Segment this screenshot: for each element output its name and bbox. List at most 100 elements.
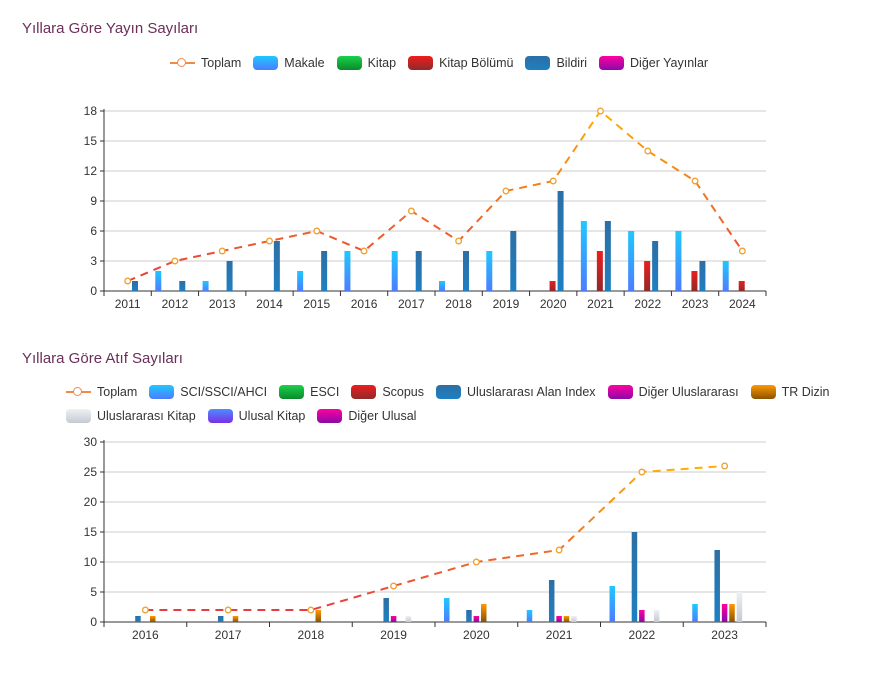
legend-swatch-icon: [408, 56, 434, 70]
bar-makale[interactable]: [155, 271, 162, 291]
legend-swatch-icon: [149, 385, 175, 399]
line-point-toplam[interactable]: [691, 177, 699, 185]
bar-bildiri[interactable]: [132, 281, 138, 291]
bar-makale[interactable]: [580, 221, 587, 291]
legend-label: TR Dizin: [781, 385, 830, 399]
legend-label: Uluslararası Alan Index: [467, 385, 596, 399]
chart-title: Yıllara Göre Atıf Sayıları: [22, 350, 183, 367]
bar-kitap-bolumu[interactable]: [738, 281, 745, 291]
x-tick-label: 2017: [398, 297, 425, 311]
line-toplam: [127, 109, 744, 282]
legend-item-uluslararasi-alan-index[interactable]: Uluslararası Alan Index: [436, 385, 596, 399]
legend-item-diger-uluslararasi[interactable]: Diğer Uluslararası: [607, 385, 739, 399]
legend-label: Bildiri: [556, 56, 588, 70]
legend-item-kitap[interactable]: Kitap: [336, 56, 397, 70]
bar-makale[interactable]: [202, 281, 209, 291]
bar-bildiri[interactable]: [463, 251, 469, 291]
bar-bildiri[interactable]: [604, 221, 611, 291]
line-point-toplam[interactable]: [171, 257, 179, 265]
legend-label: SCI/SSCI/AHCI: [180, 385, 268, 399]
legend-label: Kitap Bölümü: [439, 56, 514, 70]
bar-makale[interactable]: [486, 251, 493, 291]
x-tick-label: 2014: [256, 297, 283, 311]
bar-makale[interactable]: [297, 271, 304, 291]
line-point-toplam[interactable]: [597, 107, 604, 115]
line-point-toplam[interactable]: [360, 247, 368, 255]
legend-label: Ulusal Kitap: [238, 409, 306, 423]
legend-item-uluslararasi-kitap[interactable]: Uluslararası Kitap: [66, 409, 196, 423]
bar-makale[interactable]: [628, 231, 635, 291]
y-tick-label: 18: [84, 104, 98, 118]
x-tick-label: 2021: [587, 297, 614, 311]
x-tick-label: 2020: [540, 297, 567, 311]
legend-swatch-icon: [336, 56, 362, 70]
legend-item-sci-ssci-ahci[interactable]: SCI/SSCI/AHCI: [149, 385, 267, 399]
line-point-toplam[interactable]: [218, 247, 226, 255]
citations-legend: Toplam SCI/SSCI/AHCI ESCI Scopus Uluslararas…: [66, 381, 842, 403]
legend-item-esci[interactable]: ESCI: [279, 385, 339, 399]
bar-kitap-bolumu[interactable]: [691, 271, 698, 291]
legend-item-diger-yayinlar[interactable]: Diğer Yayınlar: [599, 56, 708, 70]
legend-item-scopus[interactable]: Scopus: [351, 385, 424, 399]
legend-swatch-icon: [351, 385, 377, 399]
citations-chart: Yıllara Göre Atıf Sayıları: [0, 340, 871, 680]
legend-item-ulusal-kitap[interactable]: Ulusal Kitap: [207, 409, 306, 423]
publications-chart: Yıllara Göre Yayın Sayıları: [0, 0, 871, 330]
bar-kitap-bolumu[interactable]: [644, 261, 651, 291]
line-point-toplam[interactable]: [455, 237, 463, 245]
bar-makale[interactable]: [722, 261, 729, 291]
bar-kitap-bolumu[interactable]: [549, 281, 556, 291]
bar-bildiri[interactable]: [415, 251, 422, 291]
legend-label: Kitap: [367, 56, 397, 70]
legend-item-kitap-bolumu[interactable]: Kitap Bölümü: [408, 56, 513, 70]
bar-makale[interactable]: [439, 281, 445, 291]
bar-bildiri[interactable]: [510, 231, 517, 291]
legend-item-toplam[interactable]: Toplam: [170, 56, 241, 70]
bar-bildiri[interactable]: [652, 241, 659, 291]
y-tick-label: 6: [90, 224, 97, 238]
x-tick-label: 2012: [162, 297, 189, 311]
legend-swatch-icon: [207, 409, 233, 423]
legend-item-diger-ulusal[interactable]: Diğer Ulusal: [317, 409, 416, 423]
legend-item-bildiri[interactable]: Bildiri: [525, 56, 587, 70]
bar-bildiri[interactable]: [226, 261, 233, 291]
legend-label: Makale: [284, 56, 325, 70]
bar-makale[interactable]: [675, 231, 682, 291]
line-point-toplam[interactable]: [502, 187, 510, 195]
bar-makale[interactable]: [344, 251, 351, 291]
bar-kitap-bolumu[interactable]: [596, 251, 603, 291]
line-point-toplam[interactable]: [266, 237, 273, 245]
bar-bildiri[interactable]: [699, 261, 706, 291]
legend-label: Diğer Yayınlar: [630, 56, 709, 70]
line-point-toplam[interactable]: [549, 177, 557, 185]
bar-bildiri[interactable]: [273, 241, 280, 291]
legend-item-makale[interactable]: Makale: [253, 56, 325, 70]
y-tick-label: 9: [90, 194, 97, 208]
y-tick-label: 3: [90, 254, 97, 268]
bar-bildiri[interactable]: [321, 251, 328, 291]
legend-label: Diğer Uluslararası: [638, 385, 739, 399]
x-tick-label: 2018: [445, 297, 472, 311]
line-point-toplam[interactable]: [124, 277, 132, 285]
legend-label: Scopus: [382, 385, 425, 399]
legend-swatch-icon: [525, 56, 551, 70]
bar-bildiri[interactable]: [557, 191, 564, 291]
line-point-toplam[interactable]: [407, 207, 415, 215]
line-point-toplam[interactable]: [738, 247, 746, 255]
legend-label: Toplam: [201, 56, 242, 70]
x-tick-label: 2019: [493, 297, 520, 311]
legend-item-toplam[interactable]: Toplam: [66, 385, 137, 399]
bar-makale[interactable]: [391, 251, 398, 291]
x-tick-label: 2015: [303, 297, 330, 311]
legend-label: Diğer Ulusal: [348, 409, 417, 423]
publications-legend: Toplam Makale Kitap Kitap Bölümü Bildiri Diğe…: [170, 52, 720, 74]
bar-bildiri[interactable]: [179, 281, 186, 291]
legend-swatch-icon: [66, 409, 91, 423]
x-tick-label: 2011: [115, 297, 141, 311]
line-point-toplam[interactable]: [313, 227, 321, 235]
legend-swatch-icon: [279, 385, 305, 399]
legend-item-tr-dizin[interactable]: TR Dizin: [750, 385, 830, 399]
legend-label: ESCI: [310, 385, 340, 399]
line-point-toplam[interactable]: [644, 147, 652, 155]
chart-title: Yıllara Göre Yayın Sayıları: [22, 20, 199, 37]
